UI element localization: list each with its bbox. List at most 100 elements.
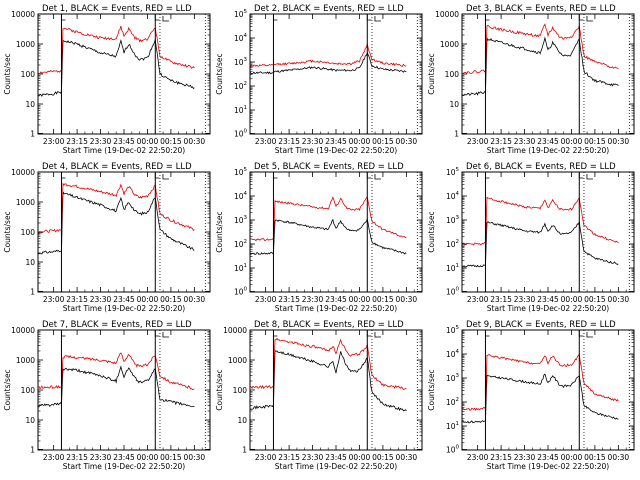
y-axis-label: Counts/sec (215, 211, 224, 252)
panel-title: Det 2, BLACK = Events, RED = LLD (254, 4, 404, 14)
y-tick-label: 104 (234, 191, 248, 201)
x-tick-label: 00:00 (137, 137, 159, 146)
lld-series-line (249, 337, 407, 390)
x-tick-label: 00:00 (349, 295, 371, 304)
marker-flag (374, 174, 381, 180)
detector-panel: Det 7, BLACK = Events, RED = LLD 1 10 100 10… (3, 320, 211, 471)
y-tick-label: 100 (21, 386, 36, 395)
x-tick-label: 23:45 (325, 137, 347, 146)
lld-series-line (37, 352, 195, 390)
lld-series-line (249, 196, 407, 242)
x-axis-label: Start Time (19-Dec-02 22:50:20) (487, 146, 609, 155)
y-tick-label: 1000 (16, 356, 35, 365)
y-tick-label: 100 (21, 228, 36, 237)
y-tick-label: 100 (234, 128, 248, 138)
y-tick-label: 10 (237, 416, 247, 425)
events-series-line (249, 51, 407, 75)
x-tick-label: 23:15 (66, 137, 88, 146)
y-tick-label: 101 (446, 421, 459, 431)
x-tick-label: 23:45 (325, 295, 347, 304)
y-tick-label: 104 (234, 33, 248, 43)
x-tick-label: 23:15 (66, 295, 88, 304)
marker-flag (162, 332, 169, 338)
x-tick-label: 23:30 (514, 137, 536, 146)
marker-flag (586, 332, 593, 338)
x-tick-label: 23:30 (302, 137, 324, 146)
events-series-line (461, 220, 619, 268)
detector-panel: Det 5, BLACK = Events, RED = LLD 100 101 10… (215, 162, 423, 313)
x-tick-label: 23:45 (325, 453, 347, 462)
x-tick-label: 23:15 (490, 295, 512, 304)
y-tick-label: 1000 (16, 40, 35, 49)
detector-panel: Det 4, BLACK = Events, RED = LLD 1 10 100 10… (3, 162, 211, 313)
y-tick-label: 10 (449, 100, 459, 109)
marker-flag (485, 172, 490, 179)
y-axis-label: Counts/sec (3, 53, 12, 94)
y-tick-label: 1 (454, 129, 459, 138)
y-tick-label: 10 (25, 416, 35, 425)
detector-panel: Det 2, BLACK = Events, RED = LLD 100 101 10… (215, 4, 423, 155)
x-tick-label: 23:30 (514, 295, 536, 304)
plot-frame (249, 13, 423, 135)
x-tick-label: 00:15 (584, 137, 606, 146)
y-tick-label: 104 (446, 191, 460, 201)
y-tick-label: 102 (234, 239, 247, 249)
y-tick-label: 105 (234, 167, 248, 177)
x-tick-label: 00:15 (160, 295, 182, 304)
x-tick-label: 23:15 (490, 137, 512, 146)
y-tick-label: 1000 (440, 40, 459, 49)
x-tick-label: 00:15 (372, 453, 394, 462)
x-tick-label: 00:00 (561, 295, 583, 304)
marker-flag (366, 172, 372, 179)
y-tick-label: 100 (21, 70, 36, 79)
x-tick-label: 23:45 (113, 453, 135, 462)
marker-flag (578, 14, 584, 21)
detector-panel: Det 1, BLACK = Events, RED = LLD 1 10 100 10… (3, 4, 211, 155)
marker-flag (162, 174, 169, 180)
x-axis-label: Start Time (19-Dec-02 22:50:20) (63, 304, 185, 313)
detector-panel: Det 8, BLACK = Events, RED = LLD 1 10 100 10… (215, 320, 423, 471)
x-tick-label: 23:30 (302, 453, 324, 462)
x-tick-label: 23:00 (255, 453, 277, 462)
events-series-line (461, 373, 619, 424)
plot-frame (249, 171, 423, 293)
y-axis-label: Counts/sec (427, 211, 436, 252)
x-tick-label: 00:00 (137, 295, 159, 304)
x-tick-label: 23:30 (302, 295, 324, 304)
panel-title: Det 7, BLACK = Events, RED = LLD (42, 320, 192, 330)
x-tick-label: 23:15 (66, 453, 88, 462)
panel-title: Det 8, BLACK = Events, RED = LLD (254, 320, 404, 330)
marker-flag (154, 330, 160, 337)
y-tick-label: 103 (446, 215, 460, 225)
x-tick-label: 23:00 (255, 295, 277, 304)
x-tick-label: 23:00 (43, 295, 65, 304)
marker-flag (366, 330, 372, 337)
lld-series-line (461, 353, 619, 411)
x-tick-label: 23:00 (255, 137, 277, 146)
marker-flag (485, 330, 490, 337)
plot-frame (461, 13, 635, 135)
y-tick-label: 101 (234, 105, 247, 115)
lld-series-line (37, 182, 195, 235)
x-tick-label: 00:15 (584, 453, 606, 462)
y-tick-label: 1 (242, 445, 247, 454)
x-tick-label: 23:00 (43, 137, 65, 146)
marker-flag (374, 332, 381, 338)
x-tick-label: 00:30 (608, 453, 630, 462)
y-tick-label: 102 (446, 397, 459, 407)
marker-flag (578, 172, 584, 179)
y-tick-label: 1 (30, 445, 35, 454)
x-tick-label: 00:15 (372, 137, 394, 146)
x-tick-label: 00:00 (561, 453, 583, 462)
y-tick-label: 103 (234, 57, 248, 67)
events-series-line (37, 191, 195, 255)
x-axis-label: Start Time (19-Dec-02 22:50:20) (275, 146, 397, 155)
y-tick-label: 10000 (223, 326, 247, 335)
marker-flag (61, 14, 66, 21)
x-axis-label: Start Time (19-Dec-02 22:50:20) (63, 462, 185, 471)
lld-series-line (249, 42, 407, 68)
x-axis-label: Start Time (19-Dec-02 22:50:20) (275, 304, 397, 313)
lld-series-line (37, 25, 195, 75)
y-axis-label: Counts/sec (427, 53, 436, 94)
plot-frame (461, 329, 635, 451)
